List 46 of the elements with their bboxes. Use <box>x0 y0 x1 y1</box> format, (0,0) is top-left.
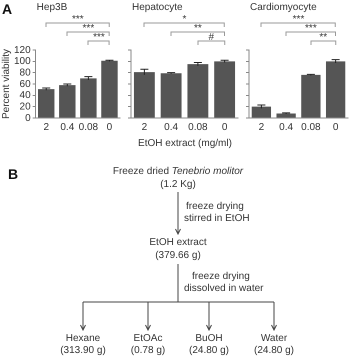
chart-title: Cardiomyocyte <box>250 2 318 13</box>
x-tick-label: 0 <box>222 122 228 133</box>
text: # <box>208 32 214 43</box>
text: (24.80 g) <box>254 345 294 356</box>
x-tick-label: 0.4 <box>60 122 75 133</box>
text: Tenebrio molitor <box>172 166 244 177</box>
x-axis-title: EtOH extract (mg/ml) <box>138 138 232 150</box>
text: ** <box>319 32 328 43</box>
text: Water <box>260 333 288 344</box>
y-tick-label: 100 <box>14 56 32 68</box>
text: (1.2 Kg) <box>160 179 196 190</box>
text: (0.78 g) <box>130 345 166 356</box>
y-tick-label: 40 <box>20 90 32 102</box>
text: Freeze dried <box>112 166 170 177</box>
x-tick-label: 0.4 <box>164 122 179 133</box>
x-tick-label: 0 <box>332 122 339 133</box>
text: *** <box>82 23 94 34</box>
text: *** <box>292 14 304 25</box>
y-tick-label: 80 <box>20 67 32 78</box>
y-tick-label: 120 <box>14 44 32 56</box>
x-tick-label: 0.08 <box>301 122 322 133</box>
x-tick-label: 2 <box>258 122 265 133</box>
text: EtOAc <box>134 333 162 344</box>
text: *** <box>72 14 84 25</box>
text: *** <box>305 23 317 34</box>
x-tick-label: 0.4 <box>279 122 294 133</box>
text: ** <box>194 23 202 34</box>
y-axis-title: Percent viability <box>0 48 12 120</box>
x-tick-label: 0 <box>106 122 113 133</box>
text: A <box>2 1 12 17</box>
x-tick-label: 2 <box>142 122 148 133</box>
text: *** <box>93 32 105 43</box>
y-tick-label: 60 <box>20 78 32 90</box>
y-tick-label: 20 <box>20 101 32 112</box>
x-tick-label: 0.08 <box>78 122 99 133</box>
text: (313.90 g) <box>60 345 106 356</box>
text: Hexane <box>66 333 100 344</box>
x-tick-label: 0.08 <box>188 122 208 133</box>
text: BuOH <box>195 333 223 344</box>
chart-title: Hepatocyte <box>132 2 184 13</box>
chart-title: Hep3B <box>36 2 68 13</box>
text: * <box>182 14 187 25</box>
text: B <box>8 166 18 182</box>
text: (24.80 g) <box>188 345 230 356</box>
y-tick-label: 0 <box>25 112 32 124</box>
x-tick-label: 2 <box>43 122 50 133</box>
